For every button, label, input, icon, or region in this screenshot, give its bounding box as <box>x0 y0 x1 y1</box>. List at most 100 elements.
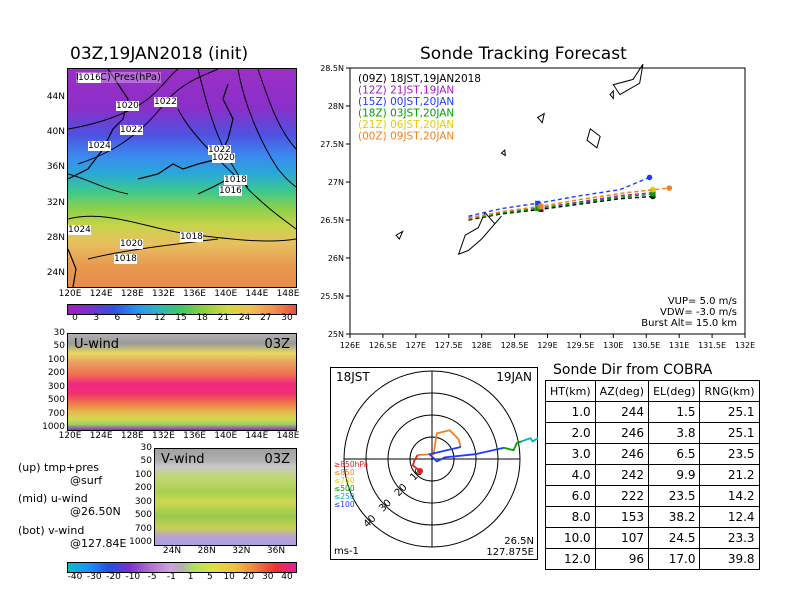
track-y-tick-label: 28.5N <box>320 64 344 73</box>
hodograph-frame <box>330 367 538 560</box>
contour-label: 1018 <box>224 175 247 185</box>
forecast-title: Sonde Tracking Forecast <box>420 44 627 64</box>
wind-colorbar-tick-label: -20 <box>106 572 121 582</box>
hodograph-trace <box>503 440 522 452</box>
v-wind-y-tick-label: 200 <box>134 483 152 494</box>
table-cell: 222 <box>594 485 650 507</box>
track-endpoint <box>646 174 653 181</box>
track-x-tick-label: 127E <box>406 341 426 350</box>
contour-label: 1020 <box>120 239 143 249</box>
hodograph-pressure-legend: ≥850hPa <box>334 460 368 469</box>
temperature-colorbar-tick-label: 27 <box>260 313 272 323</box>
u-wind-x-tick-label: 124E <box>89 431 113 441</box>
u-wind-y-tick-label: 50 <box>53 341 65 352</box>
island-outline <box>586 127 601 149</box>
map-y-tick-label: 32N <box>46 197 65 208</box>
cobra-table-header: HT(km) AZ(deg) EL(deg) RNG(km) <box>545 380 760 402</box>
table-cell: 242 <box>594 464 650 486</box>
island-outline <box>612 63 644 96</box>
u-wind-x-tick-label: 148E <box>276 431 300 441</box>
contour-label: 1022 <box>208 145 231 155</box>
track-marker <box>538 203 544 209</box>
map-panel-label: tmp(C) Pres(hPa) <box>76 72 161 83</box>
wind-colorbar-tick-label: -10 <box>125 572 141 582</box>
track-legend-entry: (12Z) 21JST,19JAN <box>358 85 454 97</box>
temperature-colorbar-tick-label: 18 <box>196 313 208 323</box>
track-annotation: VUP= 5.0 m/s <box>668 296 737 307</box>
track-legend-entry: (09Z) 18JST,19JAN2018 <box>358 73 481 85</box>
track-x-tick-label: 130E <box>603 341 623 350</box>
table-cell: 244 <box>594 401 650 423</box>
table-cell: 12.0 <box>545 548 596 570</box>
table-cell: 8.0 <box>545 506 596 528</box>
u-wind-label: U-wind <box>74 337 119 352</box>
u-wind-y-tick-label: 500 <box>47 395 65 406</box>
table-cell: 17.0 <box>648 548 701 570</box>
track-x-tick-label: 131E <box>669 341 689 350</box>
u-wind-x-tick-label: 128E <box>120 431 144 441</box>
track-annotation: VDW= -3.0 m/s <box>660 307 737 318</box>
u-wind-x-tick-label: 132E <box>151 431 175 441</box>
track-series-line <box>468 195 653 221</box>
v-wind-x-tick-label: 32N <box>232 546 251 556</box>
cobra-table-title: Sonde Dir from COBRA <box>553 362 713 378</box>
map-x-tick-label: 128E <box>120 289 144 299</box>
track-legend-entry: (15Z) 00JST,20JAN <box>358 96 454 108</box>
contour-label: 1022 <box>154 97 177 107</box>
temperature-colorbar <box>67 304 297 315</box>
track-x-tick-label: 132E <box>735 341 755 350</box>
table-row: 4.0 242 9.9 21.2 <box>545 464 760 486</box>
cobra-table: HT(km) AZ(deg) EL(deg) RNG(km) 1.0 244 1.5 25.… <box>545 380 760 570</box>
temperature-colorbar-tick-label: 30 <box>281 313 293 323</box>
map-x-tick-label: 124E <box>89 289 113 299</box>
map-x-tick-label: 136E <box>183 289 206 299</box>
track-x-tick-label: 129.5E <box>566 341 594 350</box>
contour-label: 1020 <box>212 153 235 163</box>
table-row: 3.0 246 6.5 23.5 <box>545 443 760 465</box>
cobra-column-header: EL(deg) <box>648 380 701 402</box>
v-wind-x-tick-label: 36N <box>266 546 286 556</box>
temperature-colorbar-tick-label: 24 <box>238 313 251 323</box>
temperature-colorbar-tick-label: 9 <box>135 313 142 323</box>
contour-label: 1016 <box>219 186 242 196</box>
v-wind-time: 03Z <box>264 452 290 467</box>
hodograph-pressure-legend: ≤850 <box>334 468 355 477</box>
map-x-tick-label: 120E <box>58 289 82 299</box>
init-title: 03Z,19JAN2018 (init) <box>70 44 249 64</box>
table-cell: 12.4 <box>699 506 760 528</box>
table-cell: 38.2 <box>648 506 701 528</box>
hodograph-trace <box>411 454 421 472</box>
map-x-tick-label: 140E <box>214 289 238 299</box>
map-y-tick-label: 28N <box>46 232 65 243</box>
map-y-tick-label: 36N <box>46 162 65 173</box>
track-y-tick-label: 27.5N <box>320 140 344 149</box>
hodograph-right-label: 19JAN <box>496 370 532 384</box>
table-row: 1.0 244 1.5 25.1 <box>545 401 760 423</box>
table-cell: 107 <box>594 527 650 549</box>
table-row: 10.0 107 24.5 23.3 <box>545 527 760 549</box>
hodograph: 10203040≥850hPa≤850≤700≤500≤250≤10018JST… <box>330 367 538 560</box>
u-wind-x-tick-label: 136E <box>183 431 206 441</box>
cobra-column-header: HT(km) <box>545 380 596 402</box>
map-y-tick-label: 44N <box>46 92 65 102</box>
track-marker <box>535 206 541 212</box>
island-outline <box>395 230 404 240</box>
track-y-tick-label: 25N <box>328 330 344 339</box>
track-y-tick-label: 27N <box>328 178 344 187</box>
table-cell: 23.5 <box>648 485 701 507</box>
table-cell: 10.0 <box>545 527 596 549</box>
island-outline <box>500 149 506 157</box>
track-x-tick-label: 128E <box>472 341 492 350</box>
track-y-tick-label: 25.5N <box>320 292 344 301</box>
table-cell: 3.0 <box>545 443 596 465</box>
wind-colorbar-tick-label: 10 <box>223 572 235 582</box>
track-series-line <box>468 193 653 220</box>
table-cell: 4.0 <box>545 464 596 486</box>
contour-label: 1018 <box>180 232 203 242</box>
v-wind-x-tick-label: 24N <box>162 546 182 556</box>
contour-label: 1022 <box>120 125 143 135</box>
wind-colorbar-tick-label: 40 <box>281 572 293 582</box>
u-wind-y-tick-label: 1000 <box>42 422 65 432</box>
table-cell: 39.8 <box>699 548 760 570</box>
temperature-colorbar-tick-label: 3 <box>93 313 100 323</box>
